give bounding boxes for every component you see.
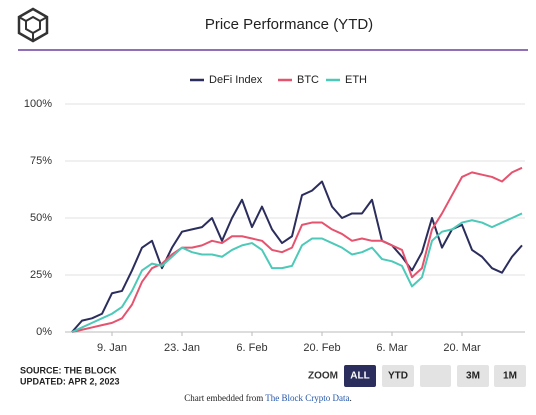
- zoom-label: ZOOM: [308, 371, 338, 382]
- updated: UPDATED: APR 2, 2023: [20, 376, 120, 386]
- zoom-button-label[interactable]: YTD: [388, 371, 408, 382]
- zoom-button[interactable]: [457, 365, 489, 387]
- source: SOURCE: THE BLOCK: [20, 365, 117, 375]
- legend-label: DeFi Index: [209, 74, 263, 86]
- zoom-button-label[interactable]: ALL: [350, 371, 369, 382]
- y-tick-label: 100%: [24, 98, 52, 110]
- zoom-button[interactable]: [382, 365, 414, 387]
- footer: Chart embedded from The Block Crypto Dat…: [184, 393, 352, 403]
- logo: [17, 7, 49, 43]
- y-tick-label: 25%: [30, 269, 52, 281]
- y-tick-label: 0%: [36, 326, 52, 338]
- zoom-button-label[interactable]: 3M: [466, 371, 480, 382]
- series-line: [71, 166, 523, 333]
- series-line: [71, 212, 523, 333]
- x-tick-label: 20. Feb: [303, 342, 340, 354]
- zoom-button-label[interactable]: 1M: [503, 371, 517, 382]
- x-tick-label: 6. Feb: [236, 342, 267, 354]
- x-tick-label: 6. Mar: [376, 342, 408, 354]
- chart-title: Price Performance (YTD): [205, 16, 373, 33]
- legend-label: BTC: [297, 74, 319, 86]
- y-tick-label: 50%: [30, 212, 52, 224]
- legend-label: ETH: [345, 74, 367, 86]
- x-tick-label: 23. Jan: [164, 342, 200, 354]
- zoom-button-blank[interactable]: [420, 365, 451, 387]
- grid: 0% 25% 50% 75% 100% 9. Jan 23. Jan 6. Feb 20. Fe…: [24, 98, 525, 354]
- zoom-button[interactable]: [494, 365, 526, 387]
- zoom-buttons: ALL YTD 3M 1M: [344, 365, 526, 387]
- plot: [71, 166, 523, 333]
- x-tick-label: 9. Jan: [97, 342, 127, 354]
- footer-suffix: .: [350, 393, 352, 403]
- footer-link[interactable]: The Block Crypto Data: [265, 393, 349, 403]
- series-line: [71, 180, 523, 333]
- y-tick-label: 75%: [30, 155, 52, 167]
- footer-text: Chart embedded from: [184, 393, 265, 403]
- x-tick-label: 20. Mar: [443, 342, 481, 354]
- legend[interactable]: DeFi Index BTC ETH: [190, 74, 367, 86]
- zoom-button[interactable]: [344, 365, 376, 387]
